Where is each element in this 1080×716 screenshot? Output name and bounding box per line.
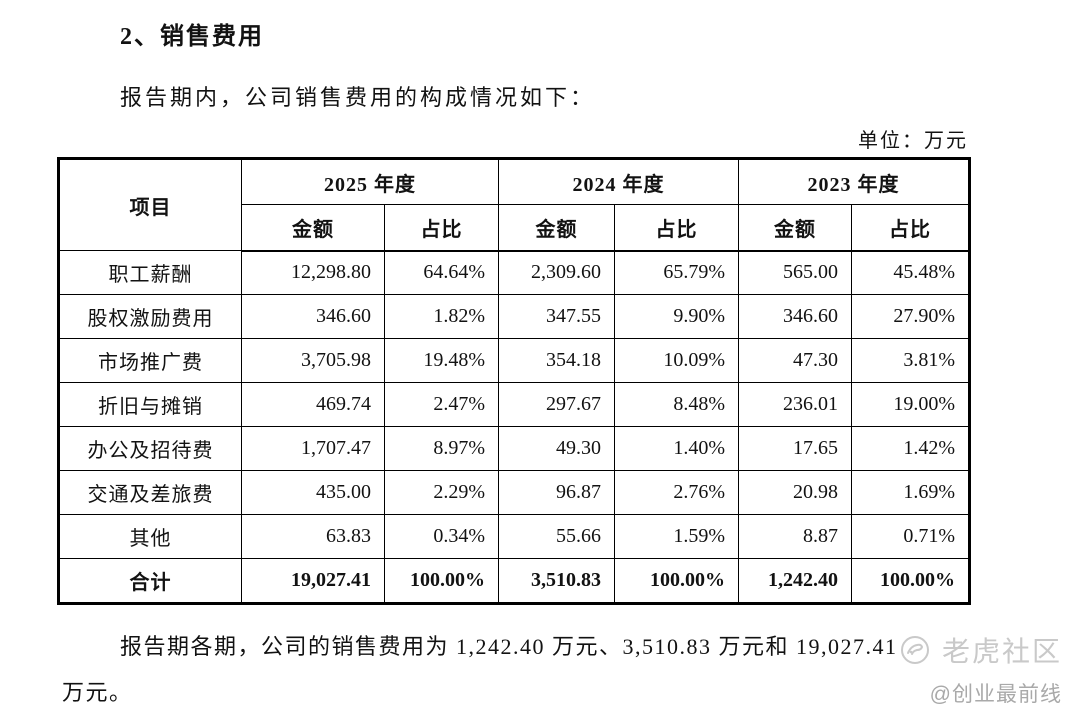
cell-value: 236.01 [738,382,852,427]
cell-value: 10.09% [614,338,739,383]
table-row: 股权激励费用 346.60 1.82% 347.55 9.90% 346.60 … [58,294,970,339]
column-header-year-2023: 2023 年度 [738,158,970,205]
cell-value: 346.60 [241,294,385,339]
cell-value: 12,298.80 [241,250,385,295]
row-label: 职工薪酬 [58,250,242,295]
row-label: 股权激励费用 [58,294,242,339]
column-header-ratio-2025: 占比 [384,204,499,252]
cell-value: 65.79% [614,250,739,295]
total-cell-value: 3,510.83 [498,558,615,604]
column-header-amount-2025: 金额 [241,204,385,252]
cell-value: 297.67 [498,382,615,427]
cell-value: 0.34% [384,514,499,559]
footer-line-2: 万元。 [62,680,133,705]
table-row: 折旧与摊销 469.74 2.47% 297.67 8.48% 236.01 1… [58,382,970,427]
cell-value: 2.29% [384,470,499,515]
total-cell-value: 100.00% [614,558,739,604]
total-cell-value: 100.00% [384,558,499,604]
row-label: 交通及差旅费 [58,470,242,515]
total-cell-value: 1,242.40 [738,558,852,604]
cell-value: 96.87 [498,470,615,515]
sales-expense-table: 项目 2025 年度 2024 年度 2023 年度 金额 占比 金额 占比 金… [57,157,971,605]
cell-value: 20.98 [738,470,852,515]
column-header-year-2024: 2024 年度 [498,158,739,205]
column-header-ratio-2023: 占比 [851,204,970,252]
column-header-item: 项目 [58,158,242,251]
cell-value: 1.69% [851,470,970,515]
total-row-label: 合计 [58,558,242,604]
cell-value: 9.90% [614,294,739,339]
cell-value: 1.82% [384,294,499,339]
cell-value: 27.90% [851,294,970,339]
cell-value: 2.76% [614,470,739,515]
cell-value: 469.74 [241,382,385,427]
cell-value: 1.42% [851,426,970,471]
table-row: 办公及招待费 1,707.47 8.97% 49.30 1.40% 17.65 … [58,426,970,471]
cell-value: 19.48% [384,338,499,383]
cell-value: 8.87 [738,514,852,559]
cell-value: 63.83 [241,514,385,559]
intro-paragraph: 报告期内，公司销售费用的构成情况如下： [120,85,596,110]
row-label: 办公及招待费 [58,426,242,471]
cell-value: 55.66 [498,514,615,559]
cell-value: 565.00 [738,250,852,295]
column-header-amount-2024: 金额 [498,204,615,252]
table-total-row: 合计 19,027.41 100.00% 3,510.83 100.00% 1,… [58,558,970,604]
cell-value: 354.18 [498,338,615,383]
cell-value: 347.55 [498,294,615,339]
row-label: 折旧与摊销 [58,382,242,427]
cell-value: 1,707.47 [241,426,385,471]
total-cell-value: 19,027.41 [241,558,385,604]
page-title: 2、销售费用 [120,24,264,50]
cell-value: 346.60 [738,294,852,339]
total-cell-value: 100.00% [851,558,970,604]
cell-value: 2,309.60 [498,250,615,295]
column-header-year-2025: 2025 年度 [241,158,499,205]
cell-value: 45.48% [851,250,970,295]
cell-value: 1.40% [614,426,739,471]
column-header-ratio-2024: 占比 [614,204,739,252]
row-label: 其他 [58,514,242,559]
cell-value: 435.00 [241,470,385,515]
table-row: 其他 63.83 0.34% 55.66 1.59% 8.87 0.71% [58,514,970,559]
unit-label: 单位：万元 [858,130,968,152]
table-row: 职工薪酬 12,298.80 64.64% 2,309.60 65.79% 56… [58,250,970,295]
cell-value: 1.59% [614,514,739,559]
cell-value: 8.97% [384,426,499,471]
cell-value: 3.81% [851,338,970,383]
cell-value: 47.30 [738,338,852,383]
cell-value: 3,705.98 [241,338,385,383]
cell-value: 64.64% [384,250,499,295]
row-label: 市场推广费 [58,338,242,383]
cell-value: 2.47% [384,382,499,427]
footer-paragraph: 报告期各期，公司的销售费用为 1,242.40 万元、3,510.83 万元和 … [62,624,1022,716]
cell-value: 0.71% [851,514,970,559]
column-header-amount-2023: 金额 [738,204,852,252]
table-row: 交通及差旅费 435.00 2.29% 96.87 2.76% 20.98 1.… [58,470,970,515]
cell-value: 8.48% [614,382,739,427]
table-row: 市场推广费 3,705.98 19.48% 354.18 10.09% 47.3… [58,338,970,383]
footer-line-1: 报告期各期，公司的销售费用为 1,242.40 万元、3,510.83 万元和 … [120,634,898,659]
cell-value: 19.00% [851,382,970,427]
cell-value: 49.30 [498,426,615,471]
cell-value: 17.65 [738,426,852,471]
